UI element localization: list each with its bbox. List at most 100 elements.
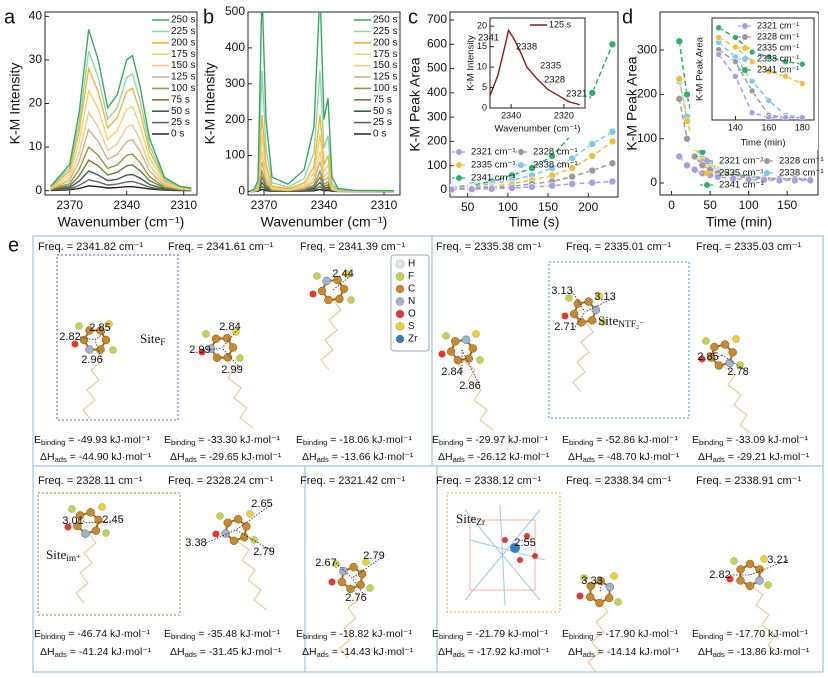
molecule-chain: [75, 532, 97, 604]
site-label: SiteNTF₂⁻: [598, 313, 644, 330]
atom: [764, 581, 772, 589]
plot-frame: [449, 11, 619, 198]
atom: [710, 342, 719, 352]
atom: [105, 320, 113, 328]
x-tick-label: 140: [728, 122, 743, 132]
panel-label: e: [8, 234, 19, 256]
atom: [476, 356, 484, 364]
atom: [335, 294, 344, 304]
atom: [212, 353, 222, 362]
element-swatch: [395, 334, 405, 344]
text-part: ΔH: [302, 646, 317, 658]
text-part: = -14.43 kJ·mol⁻¹: [329, 646, 414, 658]
atom: [94, 515, 103, 525]
y-tick-label: 40: [29, 9, 43, 23]
text-part: E: [296, 434, 303, 446]
data-point: [608, 177, 617, 186]
annotation: 2338: [516, 42, 537, 53]
subscript: binding: [171, 632, 195, 641]
subscript: F: [160, 338, 165, 348]
x-tick-label: 2340: [113, 198, 140, 212]
series-line: [718, 48, 803, 119]
molecule-chain: [235, 539, 268, 611]
distance-line: [351, 577, 367, 599]
y-tick-label: 15: [477, 41, 487, 51]
atom: [64, 523, 72, 531]
series-line: [50, 128, 192, 191]
atom: [755, 565, 764, 574]
atom: [309, 290, 317, 298]
text-part: ΔH: [698, 646, 713, 658]
distance-line: [574, 311, 586, 328]
atom: [240, 533, 249, 542]
atom: [726, 575, 734, 583]
data-point: [675, 75, 684, 83]
atom: [228, 343, 238, 352]
legend-swatch: [518, 149, 524, 155]
y-tick-label: 0: [238, 184, 245, 198]
y-tick-label: 30: [29, 52, 43, 66]
distance-label: 3.13: [594, 291, 615, 303]
atom: [339, 284, 349, 294]
data-point: [528, 183, 536, 191]
y-tick-label: 100: [637, 131, 657, 145]
binding-energy: Ebinding = -46.74 kJ·mol⁻¹: [34, 628, 150, 641]
atom: [333, 275, 342, 285]
text-part: ΔH: [170, 646, 185, 658]
atom: [565, 294, 573, 302]
frequency-label: Freq. = 2341.39 cm⁻¹: [300, 241, 405, 253]
text-part: = -26.12 kJ·mol⁻¹: [465, 451, 550, 463]
atom: [595, 292, 603, 300]
x-tick-label: 2340: [501, 110, 521, 120]
subscript: ads: [317, 650, 329, 659]
text-part: = -18.06 kJ·mol⁻¹: [327, 434, 412, 446]
distance-label: 2.99: [189, 344, 210, 356]
atom: [725, 358, 734, 368]
site-label: SiteZr: [456, 511, 486, 528]
site-box: [548, 261, 690, 419]
text-part: E: [562, 628, 569, 640]
data-point: [568, 154, 576, 163]
atom: [569, 309, 579, 319]
atom: [517, 557, 523, 563]
subscript: ads: [55, 650, 67, 659]
data-point: [608, 40, 617, 49]
subscript: ads: [55, 455, 67, 464]
subscript: ads: [583, 650, 595, 659]
element-swatch: [395, 322, 405, 331]
atom: [109, 346, 117, 354]
frequency-label: Freq. = 2338.34 cm⁻¹: [566, 475, 671, 487]
element-swatch: [395, 309, 405, 319]
atom: [464, 354, 473, 363]
atom: [343, 270, 351, 278]
distance-label: 2.55: [514, 537, 535, 549]
text-part: E: [164, 434, 171, 446]
distance-label: 2.82: [59, 331, 80, 343]
y-tick-label: 400: [427, 85, 447, 99]
y-tick-label: 300: [427, 109, 447, 123]
legend-label: 25 s: [171, 117, 190, 128]
plot-frame: [489, 17, 586, 109]
molecule-chain: [320, 299, 342, 371]
subscript: ads: [583, 455, 595, 464]
distance-line: [717, 354, 723, 358]
distance-line: [332, 273, 354, 291]
distance-label: 2.65: [251, 498, 272, 510]
series-line: [50, 50, 192, 190]
atom: [438, 350, 446, 358]
atom: [728, 348, 737, 357]
distance-line: [571, 290, 586, 313]
frequency-label: Freq. = 2338.91 cm⁻¹: [696, 475, 801, 487]
data-point: [729, 174, 738, 183]
distance-label: 2.76: [345, 592, 366, 604]
element-swatch: [395, 284, 405, 294]
distance-line: [94, 339, 103, 361]
subscript: binding: [41, 632, 65, 641]
atom: [736, 576, 745, 585]
data-point: [765, 114, 773, 120]
text-part: ΔH: [302, 451, 317, 463]
atom: [86, 508, 95, 517]
atom: [236, 354, 244, 362]
plot-area: [50, 29, 192, 192]
frequency-label: Freq. = 2328.24 cm⁻¹: [168, 475, 273, 487]
